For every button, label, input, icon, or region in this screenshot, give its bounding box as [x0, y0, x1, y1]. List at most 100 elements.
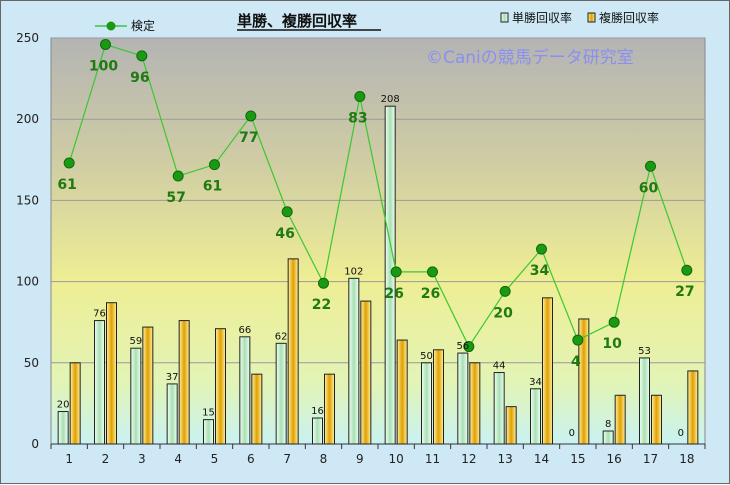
data-labels: 20 76 59 37 15 66 62 16 102 208 50 56 44 34 0 8 53 0 61 100… — [57, 58, 695, 439]
x-tick-label: 4 — [174, 452, 182, 466]
fukusho-bar — [505, 406, 517, 445]
x-tick-label: 14 — [534, 452, 549, 466]
tansho-bar — [639, 357, 650, 445]
kentei-polyline — [68, 43, 688, 348]
x-tick-label: 5 — [211, 452, 219, 466]
tansho-bar — [312, 417, 323, 445]
x-tick-label: 7 — [283, 452, 291, 466]
fukusho-bar — [687, 370, 699, 445]
tansho-value-label: 56 — [456, 341, 469, 352]
x-tick-label: 2 — [102, 452, 110, 466]
x-tick-label: 12 — [461, 452, 476, 466]
tansho-value-label: 53 — [638, 346, 651, 357]
kentei-value-label: 100 — [89, 58, 118, 74]
x-tick-label: 1 — [65, 452, 73, 466]
kentei-marker — [608, 316, 620, 328]
kentei-marker — [209, 159, 220, 171]
kentei-value-label: 57 — [166, 190, 185, 206]
fukusho-bar — [651, 394, 662, 445]
tansho-bar — [166, 383, 178, 445]
kentei-value-label: 26 — [421, 286, 440, 302]
y-tick-label: 100 — [16, 275, 39, 289]
fukusho-bar — [251, 373, 263, 445]
tansho-bar — [421, 362, 432, 445]
kentei-value-label: 4 — [571, 354, 581, 370]
tansho-bar — [130, 347, 142, 445]
kentei-value-label: 60 — [639, 180, 659, 196]
tansho-value-label: 20 — [57, 400, 70, 411]
kentei-value-label: 96 — [130, 70, 149, 86]
kentei-marker — [463, 341, 475, 353]
tansho-value-label: 16 — [311, 406, 324, 417]
x-tick-label: 15 — [570, 452, 585, 466]
kentei-marker — [645, 160, 656, 172]
fukusho-bar — [215, 328, 226, 445]
tansho-value-label: 62 — [275, 331, 288, 342]
tansho-value-label: 102 — [344, 266, 363, 277]
tansho-value-label: 44 — [493, 361, 506, 372]
kentei-value-label: 20 — [493, 305, 513, 321]
fukusho-bar — [142, 326, 154, 445]
kentei-value-label: 34 — [530, 263, 550, 279]
y-tick-label: 200 — [16, 112, 39, 126]
kentei-marker — [681, 264, 693, 276]
bars — [57, 105, 699, 445]
x-tick-label: 13 — [498, 452, 513, 466]
kentei-value-label: 46 — [275, 226, 294, 242]
x-tick-label: 16 — [607, 452, 622, 466]
tansho-bar — [57, 411, 69, 445]
tansho-bar — [530, 388, 541, 445]
x-tick-label: 9 — [356, 452, 364, 466]
fukusho-bar — [69, 362, 81, 445]
tansho-bar — [348, 277, 360, 445]
kentei-value-label: 10 — [602, 336, 622, 352]
fukusho-bar — [178, 320, 190, 445]
kentei-value-label: 26 — [384, 286, 403, 302]
legend-fukusho-swatch — [587, 12, 596, 23]
tansho-value-label: 0 — [569, 428, 575, 439]
x-tick-label: 6 — [247, 452, 255, 466]
y-tick-label: 250 — [16, 31, 39, 45]
tansho-value-label: 34 — [529, 377, 542, 388]
kentei-value-label: 22 — [312, 297, 331, 313]
gridlines — [51, 37, 705, 364]
kentei-value-label: 61 — [203, 179, 222, 195]
tansho-value-label: 66 — [238, 325, 251, 336]
legend-tansho-swatch — [500, 12, 509, 23]
tansho-bar — [275, 342, 287, 445]
fukusho-bar — [433, 349, 444, 445]
y-tick-label: 0 — [31, 437, 39, 451]
legend-kentei-label: 検定 — [131, 18, 155, 33]
tansho-value-label: 50 — [420, 351, 433, 362]
x-tick-label: 8 — [320, 452, 328, 466]
kentei-marker — [136, 50, 148, 62]
tansho-bar — [493, 372, 505, 445]
tansho-value-label: 15 — [202, 408, 215, 419]
kentei-marker — [572, 334, 584, 346]
x-tick-label: 11 — [425, 452, 440, 466]
x-tick-label: 18 — [679, 452, 694, 466]
fukusho-bar — [106, 302, 117, 445]
chart-title: 単勝、複勝回収率 — [237, 12, 357, 30]
kentei-marker — [281, 206, 293, 218]
kentei-marker — [63, 157, 75, 169]
fukusho-bar — [396, 339, 408, 445]
legend-tansho-label: 単勝回収率 — [512, 10, 572, 25]
y-tick-label: 150 — [16, 193, 39, 207]
y-tick-label: 50 — [24, 356, 39, 370]
plot-area — [50, 37, 706, 445]
legend-fukusho-label: 複勝回収率 — [599, 10, 659, 25]
kentei-value-label: 61 — [57, 177, 76, 193]
tansho-bar — [457, 352, 469, 445]
kentei-marker — [172, 170, 184, 182]
tansho-value-label: 8 — [605, 419, 611, 430]
tansho-bar — [602, 430, 614, 445]
x-tick-label: 17 — [643, 452, 658, 466]
fukusho-bar — [469, 362, 481, 445]
kentei-value-label: 27 — [675, 284, 694, 300]
kentei-marker — [245, 110, 257, 122]
fukusho-bar — [578, 318, 590, 445]
legend-kentei-marker — [106, 21, 116, 31]
